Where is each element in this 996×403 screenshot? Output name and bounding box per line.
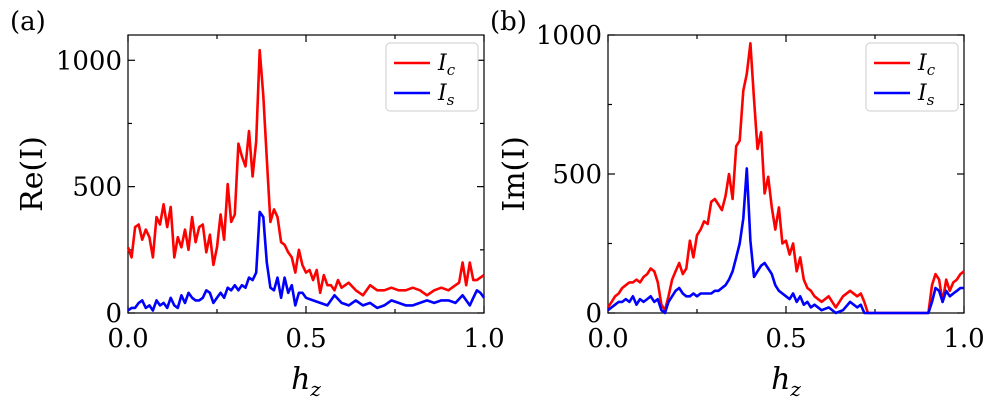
- x-tick-label: 0.5: [765, 324, 806, 354]
- x-tick-label: 1.0: [463, 324, 504, 354]
- series-line-Is: [127, 210, 486, 312]
- legend-label: Ic: [437, 51, 456, 79]
- legend: [385, 42, 479, 112]
- y-tick-label: 1000: [536, 21, 602, 51]
- x-tick-label: 0.0: [587, 324, 628, 354]
- panel-label: (b): [490, 7, 527, 37]
- legend: [865, 42, 959, 112]
- y-tick-label: 1000: [56, 46, 122, 76]
- x-tick-label: 0.5: [285, 324, 326, 354]
- panel-label: (a): [10, 7, 46, 37]
- y-tick-label: 0: [585, 299, 602, 329]
- legend-label: Is: [437, 81, 455, 109]
- y-tick-label: 0: [105, 299, 122, 329]
- y-tick-label: 500: [552, 160, 602, 190]
- legend-label: Is: [917, 81, 935, 109]
- y-axis-label: Re(I): [15, 136, 50, 212]
- series-line-Ic: [126, 48, 485, 297]
- x-axis-label: hz: [291, 362, 321, 401]
- series-line-Is: [607, 167, 964, 315]
- x-axis-label: hz: [771, 362, 801, 401]
- x-tick-label: 0.0: [107, 324, 148, 354]
- x-tick-label: 1.0: [943, 324, 984, 354]
- y-axis-label: Im(I): [497, 136, 532, 212]
- legend-label: Ic: [917, 51, 936, 79]
- y-tick-label: 500: [72, 173, 122, 203]
